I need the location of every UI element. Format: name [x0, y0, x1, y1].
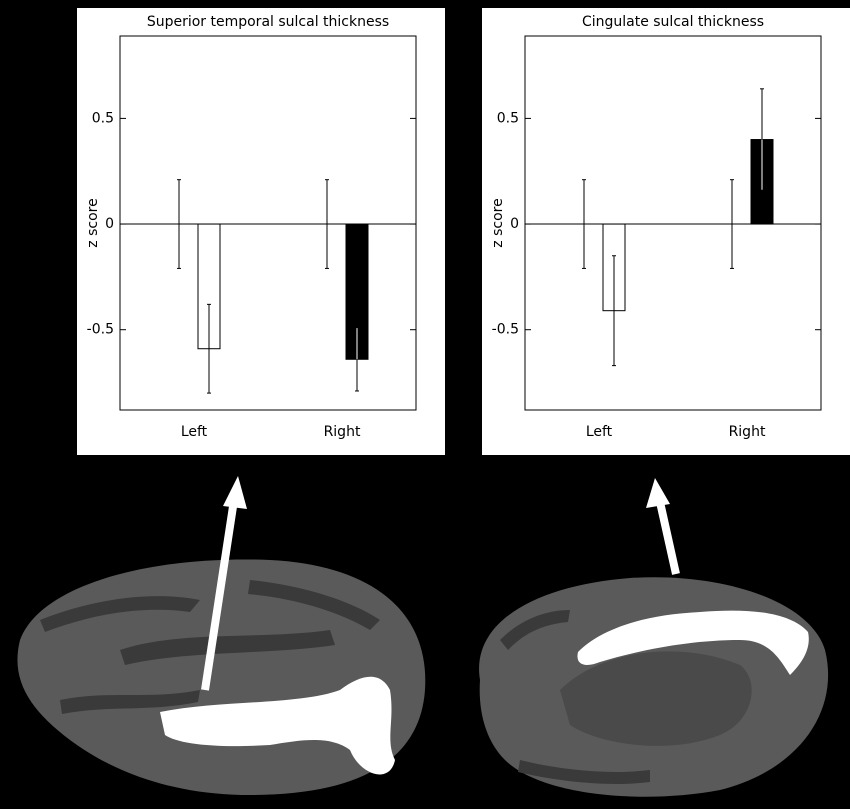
- y-tick-label: -0.5: [492, 322, 519, 338]
- y-tick-label: 0: [105, 216, 114, 232]
- error-bar: [760, 88, 764, 191]
- y-tick-label: 0: [510, 216, 519, 232]
- plot-frame: [119, 35, 417, 411]
- panel-background: [482, 8, 850, 455]
- error-bar: [207, 303, 211, 394]
- error-bar: [612, 255, 616, 367]
- cingulate-region: [577, 610, 809, 675]
- plot-frame: [524, 35, 822, 411]
- arrow-shaft: [201, 499, 238, 691]
- corpus-callosum: [560, 651, 752, 746]
- chart-panel: Superior temporal sulcal thickness z scor…: [77, 8, 445, 455]
- y-axis-label: z score: [490, 198, 506, 247]
- x-tick-label: Right: [729, 424, 766, 440]
- x-tick-label: Left: [586, 424, 613, 440]
- x-tick-label: Right: [324, 424, 361, 440]
- chart-title: Superior temporal sulcal thickness: [147, 14, 389, 30]
- y-tick-label: 0.5: [497, 110, 519, 126]
- sts-region: [160, 676, 395, 775]
- arrows: [201, 476, 680, 691]
- arrow-head: [646, 478, 670, 508]
- arrow-head: [223, 476, 247, 509]
- right-hemisphere: [479, 577, 829, 797]
- chart-title: Cingulate sulcal thickness: [582, 14, 764, 30]
- error-bar: [325, 179, 329, 269]
- error-bar: [582, 179, 586, 269]
- x-tick-label: Left: [181, 424, 208, 440]
- arrow-shaft: [656, 501, 680, 575]
- panel-background: [77, 8, 445, 455]
- error-bar: [730, 179, 734, 269]
- y-tick-label: -0.5: [87, 322, 114, 338]
- error-bar: [177, 179, 181, 269]
- chart-panel: Cingulate sulcal thickness z score -0.5 0 0.…: [482, 8, 850, 455]
- y-tick-label: 0.5: [92, 110, 114, 126]
- y-axis-label: z score: [85, 198, 101, 247]
- error-bar: [355, 327, 359, 392]
